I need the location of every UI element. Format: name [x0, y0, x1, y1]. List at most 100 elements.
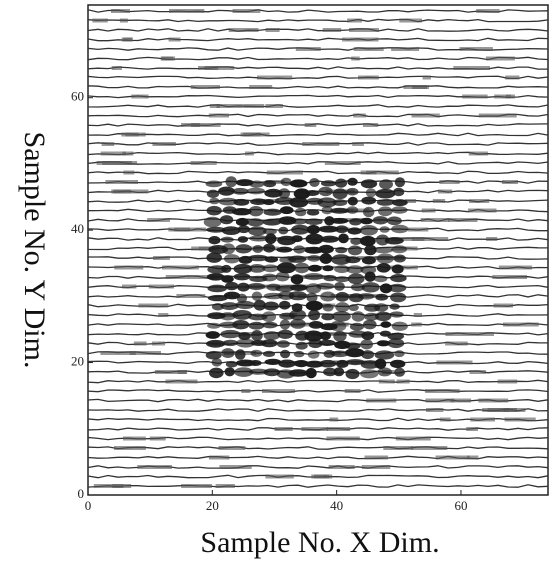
dense-blob — [347, 177, 358, 186]
dense-blob — [360, 217, 373, 225]
scan-blob — [391, 47, 420, 51]
scan-blob — [329, 417, 339, 422]
scan-blob — [326, 436, 360, 441]
dense-blob — [264, 188, 283, 198]
dense-blob — [232, 310, 252, 320]
dense-blob — [335, 291, 350, 302]
dense-blob — [294, 262, 310, 274]
dense-blob — [233, 263, 253, 274]
dense-blob — [235, 300, 255, 310]
dense-blob — [388, 283, 407, 293]
dense-blob — [248, 368, 269, 375]
dense-blob — [280, 177, 292, 187]
dense-blob — [261, 311, 277, 323]
scan-blob — [122, 151, 134, 156]
dense-blob — [208, 236, 221, 245]
dense-blob — [348, 304, 359, 312]
scan-blob — [501, 180, 518, 184]
scan-blob — [413, 313, 422, 317]
dense-blob — [390, 292, 407, 303]
dense-blob — [221, 226, 241, 236]
dense-blob — [394, 367, 405, 377]
dense-blob — [225, 360, 238, 368]
scan-blob — [241, 389, 251, 393]
y-tick-label: 40 — [71, 221, 84, 236]
dense-blob — [308, 309, 321, 321]
scan-blob — [152, 142, 176, 146]
dense-blob — [386, 216, 402, 226]
dense-blob — [248, 254, 268, 262]
scan-blob — [468, 151, 488, 156]
scan-blob — [295, 47, 321, 51]
dense-blob — [289, 197, 309, 208]
scan-blob — [265, 28, 280, 32]
dense-blob — [379, 226, 390, 233]
dense-blob — [205, 331, 220, 339]
scan-blob — [304, 123, 317, 127]
scan-blob — [497, 379, 518, 384]
dense-blob — [203, 216, 222, 228]
dense-blob — [376, 253, 394, 264]
dense-blob — [361, 282, 380, 293]
scan-blob — [353, 47, 384, 51]
dense-blob — [249, 360, 262, 366]
dense-blob — [361, 350, 375, 360]
dense-blob — [249, 180, 265, 188]
dense-blob — [320, 180, 337, 187]
scan-blob — [188, 275, 215, 279]
dense-blob — [374, 247, 393, 254]
scan-blob — [265, 474, 294, 479]
dense-blob — [206, 252, 222, 263]
dense-blob — [293, 188, 311, 200]
scan-pattern — [87, 8, 549, 488]
dense-blob — [263, 228, 277, 235]
dense-blob — [305, 233, 324, 245]
scan-blob — [137, 465, 172, 469]
dense-blob — [344, 342, 361, 350]
scan-blob — [174, 227, 207, 232]
scan-line — [87, 85, 549, 89]
dense-blob — [248, 206, 264, 217]
scan-blob — [249, 85, 273, 89]
dense-blob — [323, 349, 336, 358]
dense-blob — [389, 311, 404, 318]
dense-blob — [207, 322, 221, 329]
dense-blob — [288, 369, 309, 377]
dense-blob — [305, 360, 324, 368]
dense-blob — [321, 206, 333, 215]
scan-blob — [177, 370, 187, 374]
dense-blob — [306, 209, 320, 216]
dense-blob — [295, 341, 308, 350]
dense-blob — [252, 245, 263, 253]
dense-blob — [220, 302, 239, 311]
dense-blob — [251, 330, 263, 341]
scan-blob — [243, 104, 265, 108]
dense-blob — [332, 199, 348, 207]
dense-blob — [391, 245, 408, 254]
dense-blob — [207, 284, 227, 293]
dense-blob — [309, 178, 320, 187]
dense-blob — [304, 330, 323, 342]
dense-blob — [384, 237, 404, 245]
dense-blob — [220, 236, 234, 243]
scan-blob — [411, 446, 448, 450]
x-axis-label: Sample No. X Dim. — [200, 526, 439, 559]
scan-blob — [453, 66, 490, 70]
dense-blob — [335, 246, 348, 254]
scan-blob — [411, 113, 440, 118]
dense-blob — [318, 186, 333, 197]
dense-blob — [290, 274, 304, 285]
dense-blob — [377, 367, 392, 377]
dense-blob — [363, 206, 375, 218]
dense-blob — [330, 217, 349, 224]
scan-blob — [138, 303, 169, 308]
dense-blob — [218, 186, 235, 196]
scan-blob — [404, 199, 416, 203]
dense-blob — [249, 264, 266, 273]
scan-blob — [176, 294, 206, 298]
dense-blob — [291, 224, 310, 235]
dense-blob — [277, 329, 293, 339]
scan-line — [87, 132, 549, 137]
scan-blob — [426, 408, 444, 412]
scan-blob — [149, 436, 166, 441]
